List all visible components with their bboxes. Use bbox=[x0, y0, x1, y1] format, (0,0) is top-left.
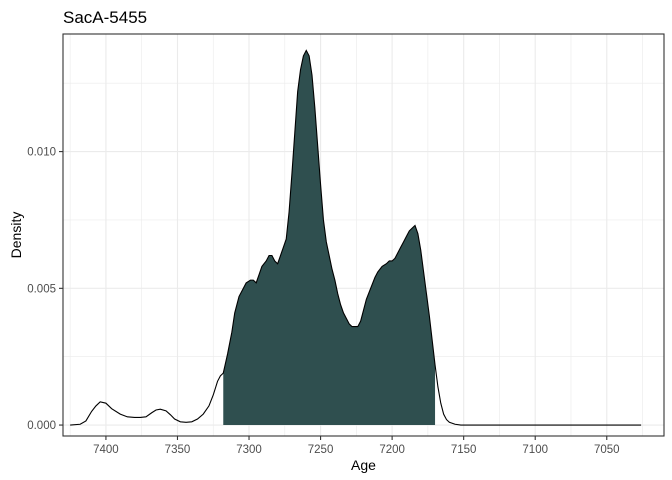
x-tick-label: 7050 bbox=[594, 444, 620, 456]
hpd-shaded-area bbox=[223, 50, 436, 426]
x-tick-label: 7250 bbox=[308, 444, 334, 456]
density-curve bbox=[70, 49, 642, 426]
minor-gridlines bbox=[63, 34, 664, 436]
x-tick-label: 7200 bbox=[379, 444, 405, 456]
y-tick-label: 0.000 bbox=[27, 420, 56, 432]
panel-border bbox=[62, 33, 665, 437]
x-tick-label: 7100 bbox=[522, 444, 548, 456]
chart-title: SacA-5455 bbox=[63, 8, 147, 27]
y-axis-title: Density bbox=[8, 212, 24, 259]
x-axis-title: Age bbox=[351, 457, 376, 473]
y-tick-label: 0.005 bbox=[27, 283, 56, 295]
x-axis-ticks: 7400 7350 7300 7250 7200 7150 7100 7050 bbox=[93, 436, 620, 456]
x-tick-label: 7150 bbox=[451, 444, 477, 456]
major-gridlines bbox=[63, 34, 664, 436]
y-axis-ticks: 0.000 0.005 0.010 bbox=[27, 147, 63, 432]
x-tick-label: 7300 bbox=[236, 444, 262, 456]
x-tick-label: 7350 bbox=[165, 444, 191, 456]
y-tick-label: 0.010 bbox=[27, 147, 56, 159]
x-tick-label: 7400 bbox=[93, 444, 119, 456]
